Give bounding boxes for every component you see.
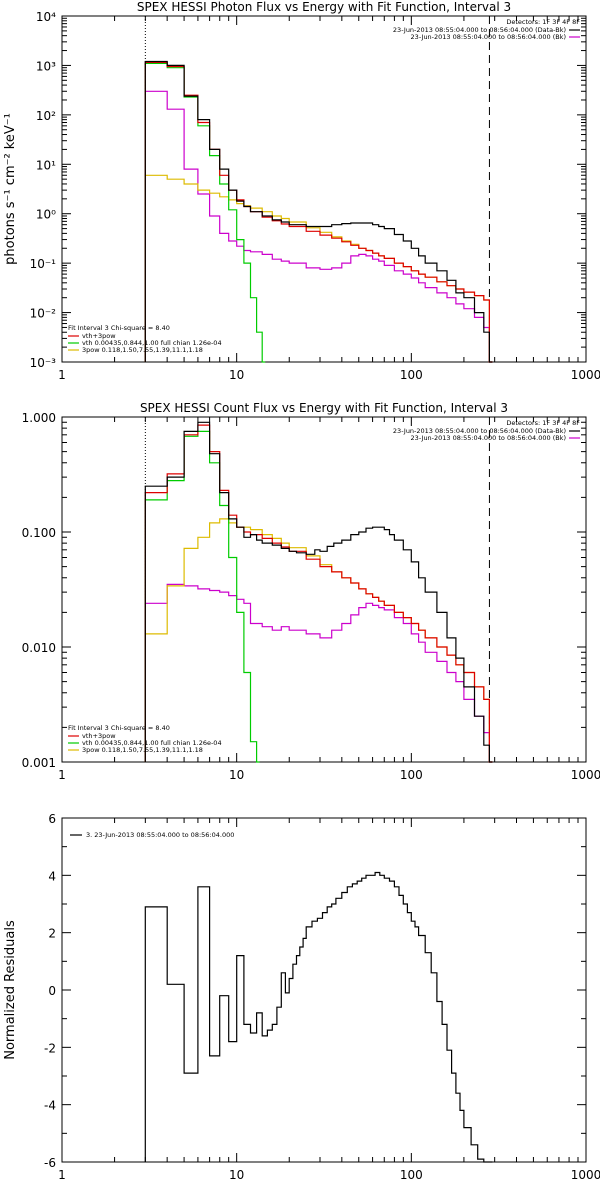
series-data-bk-line	[144, 60, 493, 363]
legend-entry-label: 3pow 0.118,1.50,7.55,1.39,11.1,1.18	[82, 746, 203, 754]
y-tick-label: 10⁻³	[30, 356, 57, 370]
series-3pow-line	[144, 174, 493, 363]
series-3-23-jun-2013-08-55-04-000-to-08-56-04-000-line	[144, 871, 493, 1163]
y-tick-label: -4	[44, 1099, 56, 1113]
detectors-label: Detectors: 1F 3F 4F 8F	[506, 18, 580, 26]
y-tick-label: 10⁻¹	[30, 257, 57, 271]
series-vth-line	[144, 430, 260, 763]
x-tick-label: 100	[400, 368, 423, 382]
x-tick-label: 10	[229, 368, 244, 382]
x-tick-label: 1	[58, 1168, 66, 1182]
x-tick-label: 1	[58, 368, 66, 382]
fit-header-label: Fit Interval 3 Chi-square = 8.40	[68, 724, 170, 732]
chart-panel-3: 1 10 100 1000 -6 -4 -2 0 2 4 6 Normalized Residuals…	[3, 812, 600, 1182]
y-tick-label: 2	[48, 927, 56, 941]
y-tick-label: -6	[44, 1156, 56, 1170]
chart-title: SPEX HESSI Photon Flux vs Energy with Fi…	[137, 0, 511, 14]
series-bk-line	[144, 90, 493, 363]
legend-entry-label: vth+3pow	[82, 732, 116, 740]
x-tick-label: 10	[229, 768, 244, 782]
legend-entry-label: vth+3pow	[82, 332, 116, 340]
legend-entry-label: vth 0.00435,0.844,1.00 full chian 1.26e-…	[82, 739, 222, 747]
plot-frame	[61, 817, 587, 1163]
x-tick-label: 10	[229, 1168, 244, 1182]
y-tick-label: 1.000	[22, 411, 56, 425]
legend-entry-label: 23-Jun-2013 08:55:04.000 to 08:56:04.000…	[411, 33, 566, 41]
y-axis-label: Normalized Residuals	[3, 920, 18, 1060]
legend-entry-label: 23-Jun-2013 08:55:04.000 to 08:56:04.000…	[393, 427, 566, 435]
y-tick-label: 0	[48, 984, 56, 998]
x-tick-label: 1000	[571, 768, 600, 782]
x-tick-label: 1000	[571, 368, 600, 382]
x-tick-label: 1	[58, 768, 66, 782]
y-tick-label: 0.001	[22, 756, 56, 770]
series-bk-line	[144, 583, 493, 763]
plot-frame	[61, 416, 587, 763]
legend-entry-label: vth 0.00435,0.844,1.00 full chian 1.26e-…	[82, 339, 222, 347]
y-tick-label: 0.100	[22, 526, 56, 540]
chart-panel-2: SPEX HESSI Count Flux vs Energy with Fit…	[22, 401, 600, 782]
y-tick-label: 10⁻²	[30, 307, 57, 321]
x-tick-label: 1000	[571, 1168, 600, 1182]
series-vth-line	[144, 62, 266, 363]
chart-title: SPEX HESSI Count Flux vs Energy with Fit…	[140, 401, 508, 415]
y-tick-label: 10⁰	[36, 208, 56, 222]
chart-panel-1: SPEX HESSI Photon Flux vs Energy with Fi…	[3, 0, 600, 382]
legend-entry-label: 3. 23-Jun-2013 08:55:04.000 to 08:56:04.…	[86, 831, 234, 839]
y-tick-label: 4	[48, 869, 56, 883]
fit-header-label: Fit Interval 3 Chi-square = 8.40	[68, 324, 170, 332]
x-tick-label: 100	[400, 1168, 423, 1182]
y-tick-label: 6	[48, 812, 56, 826]
series-vth-3pow-line	[144, 424, 493, 763]
x-tick-label: 100	[400, 768, 423, 782]
y-tick-label: -2	[44, 1041, 56, 1055]
y-axis-label: photons s⁻¹ cm⁻² keV⁻¹	[3, 113, 18, 265]
legend-entry-label: 23-Jun-2013 08:55:04.000 to 08:56:04.000…	[411, 434, 566, 442]
detectors-label: Detectors: 1F 3F 4F 8F	[506, 419, 580, 427]
legend-entry-label: 3pow 0.118,1.50,7.55,1.39,11.1,1.18	[82, 346, 203, 354]
y-tick-label: 0.010	[22, 641, 56, 655]
y-tick-label: 10⁴	[36, 10, 56, 24]
y-tick-label: 10¹	[36, 158, 56, 172]
legend-entry-label: 23-Jun-2013 08:55:04.000 to 08:56:04.000…	[393, 26, 566, 34]
y-tick-label: 10³	[36, 59, 56, 73]
series-3pow-line	[144, 518, 493, 763]
plot-frame	[61, 15, 587, 363]
series-data-bk-line	[144, 421, 493, 763]
y-tick-label: 10²	[36, 109, 56, 123]
